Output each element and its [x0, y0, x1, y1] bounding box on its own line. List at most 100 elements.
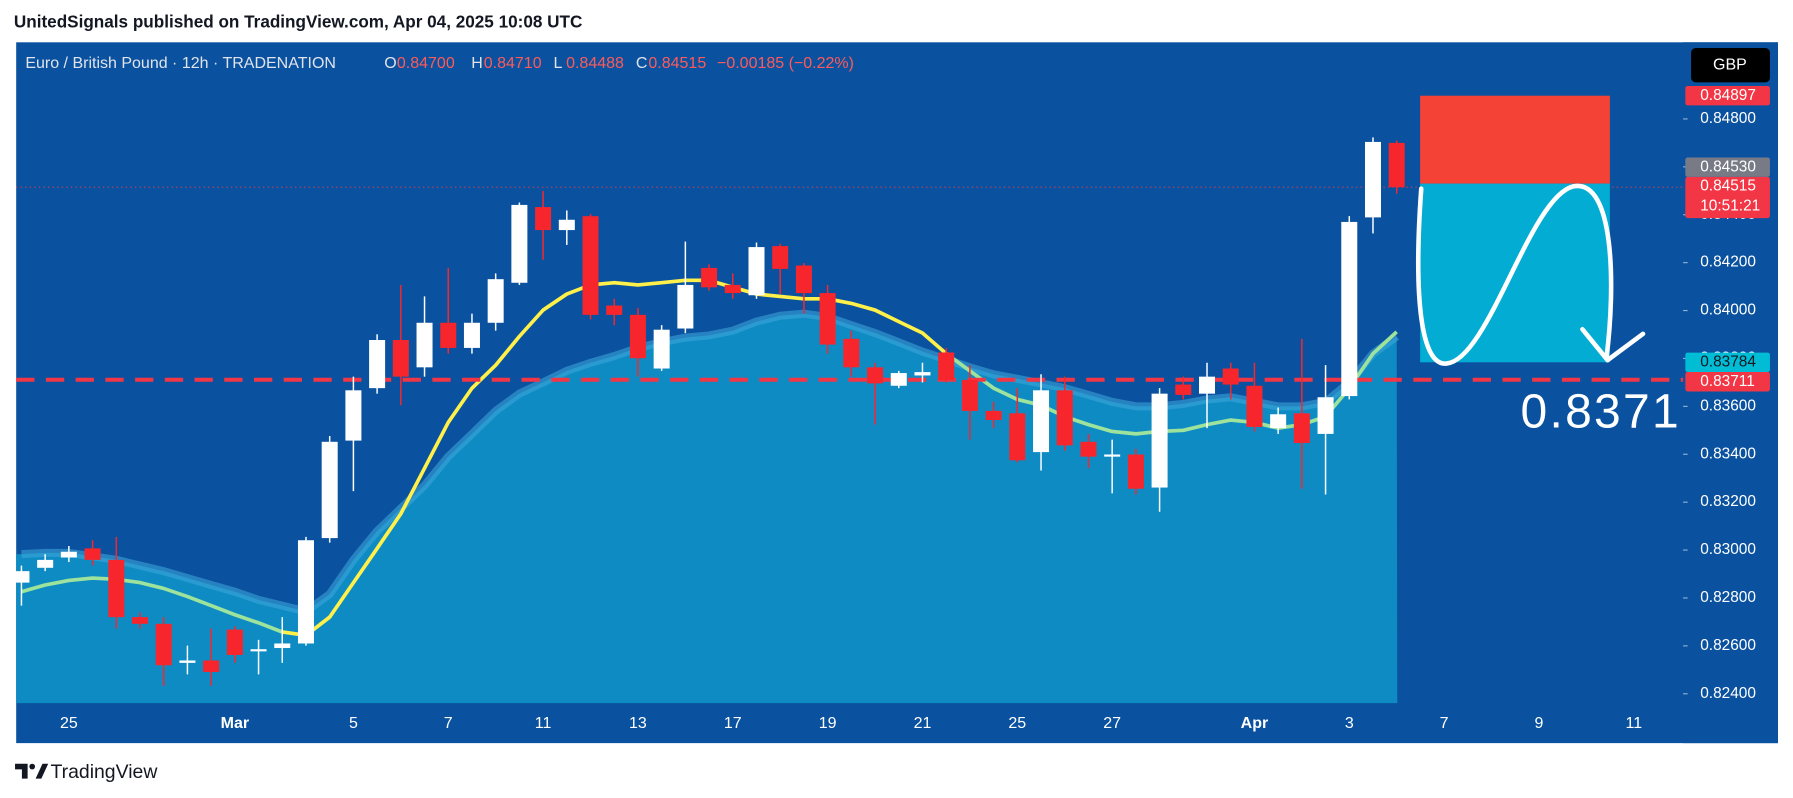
candle-body — [1270, 414, 1287, 429]
candle-body — [440, 322, 457, 348]
y-tick-label: 0.83600 — [1700, 397, 1756, 414]
candle-body — [677, 284, 694, 329]
x-tick-label: 17 — [724, 715, 742, 732]
candle-layer — [13, 137, 1405, 686]
price-tag-countdown: 10:51:21 — [1700, 198, 1760, 215]
x-tick-label: Apr — [1241, 715, 1269, 732]
candle-body — [1080, 441, 1097, 457]
candle-body — [487, 279, 504, 323]
candle-body — [108, 559, 125, 618]
candle-body — [1009, 413, 1026, 461]
candle-body — [369, 340, 386, 389]
x-tick-label: 9 — [1535, 715, 1544, 732]
price-tag — [1685, 372, 1770, 392]
footer-brand: TradingView — [50, 761, 158, 783]
candle-body — [511, 204, 528, 283]
candle-body — [1104, 454, 1121, 457]
ohlc-value: 0.84700 — [397, 55, 455, 72]
x-tick-label: 25 — [1008, 715, 1026, 732]
candle-body — [1293, 413, 1310, 444]
candle-body — [582, 216, 599, 315]
y-tick-label: 0.84800 — [1700, 110, 1756, 127]
candle-body — [297, 540, 314, 644]
candle-body — [1127, 454, 1144, 489]
symbol-title: Euro / British Pound · 12h · TRADENATION — [25, 55, 336, 72]
ohlc-value: 0.84488 — [566, 55, 624, 72]
candle-body — [1364, 141, 1381, 218]
candle-body — [1222, 368, 1239, 385]
price-tag — [1685, 157, 1770, 177]
currency-label[interactable]: GBP — [1713, 56, 1747, 73]
candle-body — [535, 207, 552, 231]
y-tick-label: 0.82600 — [1700, 637, 1756, 654]
candle-body — [724, 284, 741, 294]
candle-body — [961, 380, 978, 411]
y-tick-label: 0.83200 — [1700, 493, 1756, 510]
candle-body — [1199, 376, 1216, 394]
price-tag — [1685, 85, 1770, 106]
candle-body — [701, 267, 718, 288]
candle-body — [1317, 397, 1334, 434]
y-tick-label: 0.83000 — [1700, 541, 1756, 558]
x-tick-label: 7 — [444, 715, 453, 732]
ohlc-key: O — [384, 55, 396, 72]
x-tick-label: 19 — [819, 715, 837, 732]
price-tag — [1685, 176, 1770, 219]
candle-body — [938, 352, 955, 381]
candle-body — [13, 571, 30, 583]
candle-body — [131, 617, 149, 624]
target-zone — [1420, 183, 1610, 363]
y-tick-label: 0.83400 — [1700, 445, 1756, 462]
y-tick-label: 0.82400 — [1700, 685, 1756, 702]
legend: Euro / British Pound · 12h · TRADENATION… — [25, 55, 854, 72]
projection-arrow — [1416, 183, 1614, 366]
candle-body — [890, 373, 907, 386]
candle-body — [748, 247, 765, 296]
currency-button[interactable] — [1691, 48, 1770, 83]
candle-body — [1388, 142, 1405, 188]
candle-body — [1341, 221, 1358, 397]
price-tag-layer: 0.84515 10:51:21 0.84897 0.84530 0.83784 0.83… — [1685, 85, 1770, 392]
price-tag-label: 0.84530 — [1700, 158, 1756, 175]
x-tick-label: 5 — [349, 715, 358, 732]
candle-body — [1033, 390, 1050, 453]
candle-body — [60, 551, 77, 558]
y-tick-label: 0.84000 — [1700, 302, 1756, 319]
y-tick-label: 0.82800 — [1700, 589, 1756, 606]
candle-body — [653, 329, 670, 369]
candle-body — [772, 246, 789, 269]
candle-body — [1151, 393, 1168, 488]
candle-body — [179, 660, 196, 663]
candle-body — [155, 623, 172, 666]
publish-header: UnitedSignals published on TradingView.c… — [14, 11, 582, 31]
candle-body — [392, 340, 409, 377]
price-tag-label: 0.84897 — [1700, 87, 1756, 104]
ohlc-key: C — [636, 55, 648, 72]
candle-body — [321, 441, 338, 539]
y-tick-label: 0.84200 — [1700, 254, 1756, 271]
ohlc-key: H — [471, 55, 483, 72]
candle-body — [226, 629, 243, 655]
price-tag-label: 0.83711 — [1700, 373, 1755, 390]
candle-body — [606, 305, 623, 315]
tradingview-logo — [15, 763, 49, 779]
axis-layer: 0.82400 0.82600 0.82800 0.83000 0.83200 0.834… — [60, 110, 1756, 732]
candle-body — [819, 293, 836, 345]
candle-body — [416, 322, 433, 368]
candle-body — [795, 265, 812, 294]
candle-body — [1056, 390, 1073, 446]
candle-body — [250, 649, 267, 652]
x-tick-label: 7 — [1440, 715, 1449, 732]
candle-body — [274, 643, 291, 649]
x-tick-label: 25 — [60, 715, 78, 732]
candle-body — [914, 372, 931, 376]
candle-body — [629, 314, 646, 359]
x-tick-label: Mar — [221, 715, 249, 732]
x-tick-label: 27 — [1103, 715, 1121, 732]
ohlc-value: 0.84710 — [484, 55, 542, 72]
x-tick-label: 21 — [914, 715, 932, 732]
candle-body — [84, 548, 101, 560]
price-tag-label: 0.83784 — [1700, 353, 1756, 370]
